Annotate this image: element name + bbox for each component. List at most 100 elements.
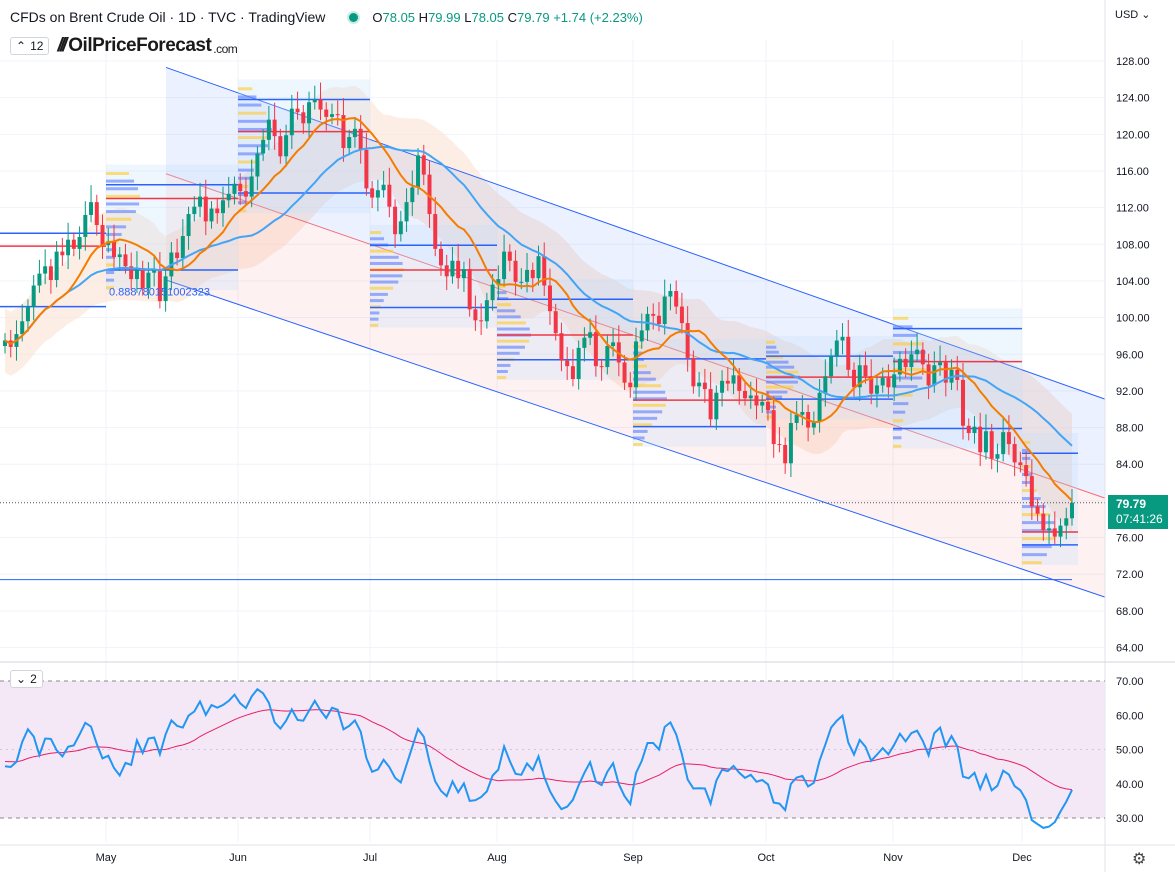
- candle: [438, 241, 443, 276]
- volume-profile-bar: [106, 278, 115, 282]
- indicators-count-button[interactable]: ⌃ 12: [10, 37, 50, 55]
- cloud-band: [5, 85, 1072, 533]
- candle-body: [679, 306, 684, 324]
- candle-body: [352, 128, 357, 138]
- candle: [393, 199, 398, 248]
- candle: [1058, 518, 1063, 548]
- candle-body: [760, 401, 765, 406]
- candle-body: [37, 273, 42, 286]
- candle-body: [938, 362, 943, 366]
- candle-body: [502, 251, 507, 280]
- rsi-tick-label: 60.00: [1116, 710, 1144, 722]
- candle: [370, 181, 375, 209]
- candle: [783, 437, 788, 474]
- candle-body: [255, 153, 260, 177]
- candle-body: [926, 364, 931, 386]
- candle-body: [519, 281, 524, 283]
- candle-body: [180, 236, 185, 259]
- volume-profile-bar: [1022, 529, 1056, 533]
- volume-profile-bar: [633, 397, 667, 401]
- candle-body: [995, 454, 1000, 459]
- currency-selector[interactable]: USD ⌄: [1115, 8, 1151, 21]
- candle: [565, 346, 570, 380]
- volume-profile-bar: [893, 419, 904, 423]
- volume-profile-bar: [370, 249, 394, 253]
- candle-body: [370, 188, 375, 198]
- volume-profile-bar: [893, 436, 902, 440]
- volume-profile-bar: [497, 363, 511, 367]
- gear-icon[interactable]: ⚙: [1132, 851, 1147, 868]
- candle-body: [490, 284, 495, 301]
- volume-profile-bar: [766, 410, 775, 414]
- volume-profile-bar: [1022, 489, 1037, 493]
- candle-body: [1052, 528, 1057, 537]
- candle: [375, 179, 380, 212]
- volume-profile-bar: [106, 210, 136, 214]
- volume-profile-bar: [633, 429, 648, 433]
- candle: [364, 132, 369, 196]
- candle: [846, 319, 851, 378]
- volume-profile-bar: [497, 351, 520, 355]
- volume-profile-bar: [633, 416, 658, 420]
- candle-body: [220, 200, 225, 214]
- candle-body: [909, 354, 914, 368]
- volume-profile-bar: [238, 152, 264, 156]
- symbol-title[interactable]: CFDs on Brent Crude Oil · 1D · TVC · Tra…: [10, 9, 326, 25]
- candle-body: [892, 374, 897, 388]
- candle-body: [961, 379, 966, 426]
- candle-body: [416, 155, 421, 188]
- candle: [66, 222, 71, 270]
- volume-profile-bar: [1022, 537, 1055, 541]
- volume-profile-bar: [106, 194, 140, 198]
- candle-body: [232, 183, 237, 194]
- candle-body: [375, 190, 380, 198]
- candle: [83, 201, 88, 251]
- volume-profile-bar: [106, 187, 139, 191]
- candle-body: [301, 112, 306, 124]
- candle-body: [89, 202, 94, 215]
- candle: [324, 102, 329, 131]
- candle-body: [559, 333, 564, 361]
- candle-body: [43, 266, 48, 274]
- candle: [674, 280, 679, 314]
- candle-body: [163, 276, 168, 302]
- volume-profile-bar: [893, 444, 902, 448]
- candle-body: [570, 366, 575, 379]
- candle-body: [347, 137, 352, 149]
- candle: [662, 279, 667, 335]
- volume-profile-bar: [1022, 513, 1051, 517]
- candle-body: [834, 340, 839, 357]
- volume-profile-bar: [633, 436, 645, 440]
- candle-body: [358, 128, 363, 150]
- candle-body: [765, 401, 770, 411]
- candle: [335, 100, 340, 126]
- candle: [840, 323, 845, 355]
- channel-mid-line: [165, 173, 1106, 499]
- candle: [972, 416, 977, 444]
- candle: [800, 395, 805, 426]
- volume-profile-bar: [893, 342, 923, 346]
- candle: [1052, 511, 1057, 544]
- candle-body: [943, 362, 948, 383]
- candle-body: [289, 108, 294, 136]
- candle: [915, 332, 920, 362]
- volume-profile-bar: [633, 377, 656, 381]
- rsi-panel-button[interactable]: ⌄ 2: [10, 670, 43, 688]
- price-tick-label: 116.00: [1116, 166, 1149, 178]
- candle: [1064, 507, 1069, 540]
- price-tick-label: 96.00: [1116, 349, 1144, 361]
- candle: [1070, 489, 1074, 526]
- candle: [817, 378, 822, 433]
- candle: [243, 177, 248, 204]
- candle-body: [71, 239, 76, 249]
- candle-body: [588, 332, 593, 338]
- candle: [37, 259, 42, 293]
- volume-profile-bar: [238, 209, 247, 213]
- candle-body: [582, 337, 587, 348]
- candle-body: [593, 332, 598, 367]
- low-label: L: [464, 9, 472, 25]
- time-tick-label: Nov: [883, 852, 903, 864]
- time-tick-label: Jun: [229, 852, 247, 864]
- candle: [989, 423, 994, 470]
